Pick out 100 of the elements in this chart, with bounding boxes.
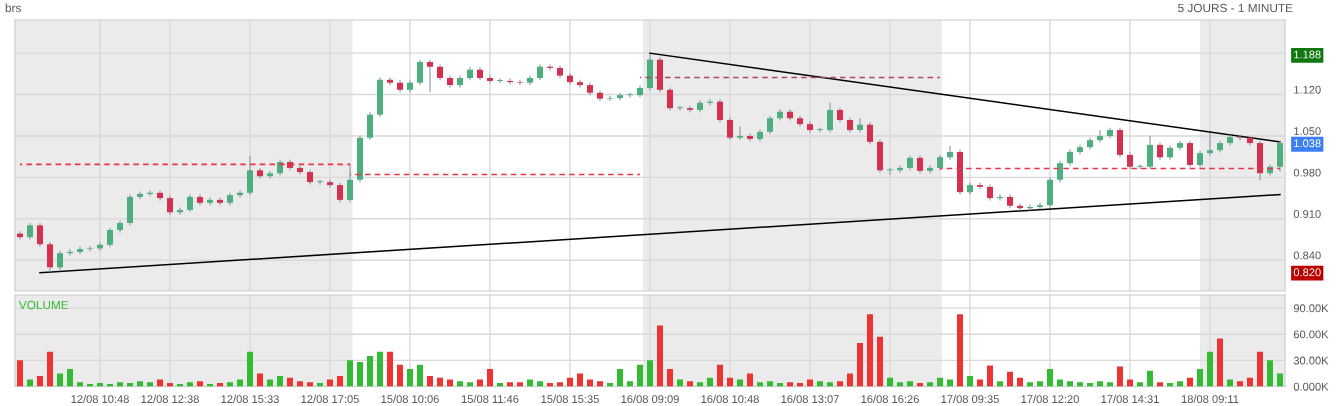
bar — [1027, 382, 1033, 387]
x-tick-label: 12/08 10:48 — [71, 394, 129, 403]
bar — [147, 382, 153, 387]
bar — [187, 382, 193, 387]
bar — [727, 377, 733, 387]
y-tick-label: 1.188 — [1294, 50, 1321, 59]
bar — [1217, 338, 1223, 387]
bar — [1097, 381, 1103, 387]
y-tick-label: 1.120 — [1294, 85, 1321, 94]
bar — [617, 369, 623, 387]
bar — [887, 377, 893, 387]
bar — [657, 325, 663, 387]
bar — [507, 382, 513, 387]
chart-title: VOLUME — [18, 300, 69, 310]
bar — [377, 351, 383, 387]
y-tick-label: 0.980 — [1293, 168, 1321, 177]
x-tick-label: 17/08 12:20 — [1021, 394, 1079, 403]
bar — [987, 365, 993, 387]
bar — [1067, 381, 1073, 387]
x-tick-label: 15/08 10:06 — [381, 394, 439, 403]
bar — [747, 373, 753, 387]
y-tick-label: 1.038 — [1294, 139, 1321, 148]
bar — [1237, 381, 1243, 387]
bar — [647, 360, 653, 387]
bar — [1047, 369, 1053, 387]
bar — [537, 381, 543, 387]
bar — [927, 382, 933, 387]
y-tick-label: 0.000K — [1293, 382, 1329, 391]
bar — [387, 351, 393, 387]
bar — [47, 351, 53, 387]
bar — [697, 382, 703, 387]
y-tick-label: 30.00K — [1293, 356, 1329, 365]
bar — [357, 362, 363, 387]
x-tick-label: 16/08 09:09 — [621, 394, 679, 403]
bar — [1147, 370, 1153, 387]
bar — [897, 382, 903, 387]
x-tick-label: 17/08 09:35 — [941, 394, 999, 403]
bar — [197, 381, 203, 387]
y-tick-label: 60.00K — [1293, 330, 1329, 339]
bar — [1187, 377, 1193, 387]
bar — [457, 381, 463, 387]
bar — [1157, 382, 1163, 387]
y-tick-label: 90.00K — [1293, 304, 1329, 313]
bar — [1207, 351, 1213, 387]
bar — [1107, 382, 1113, 387]
x-tick-label: 16/08 13:07 — [781, 394, 839, 403]
bar — [1267, 360, 1273, 387]
bar — [407, 369, 413, 387]
bar — [847, 373, 853, 387]
bar — [817, 381, 823, 387]
bar — [337, 376, 343, 387]
y-tick-label: 0.820 — [1293, 268, 1321, 277]
bar — [1257, 351, 1263, 387]
bar — [937, 377, 943, 387]
bar — [627, 381, 633, 387]
bar — [1077, 382, 1083, 387]
x-tick-label: 12/08 17:05 — [301, 394, 359, 403]
bar — [67, 369, 73, 387]
bar — [567, 377, 573, 387]
bar — [1137, 382, 1143, 387]
bar — [1177, 381, 1183, 387]
bar — [667, 369, 673, 387]
bar — [427, 376, 433, 387]
x-tick-label: 15/08 15:35 — [541, 394, 599, 403]
bar — [437, 377, 443, 387]
x-tick-label: 12/08 15:33 — [221, 394, 279, 403]
bar — [637, 364, 643, 387]
x-tick-label: 12/08 12:38 — [141, 394, 199, 403]
x-tick-label: 16/08 16:26 — [861, 394, 919, 403]
bar — [877, 336, 883, 387]
bar — [77, 382, 83, 387]
bar — [767, 381, 773, 387]
bar — [1017, 377, 1023, 387]
bar — [1247, 377, 1253, 387]
bar — [1197, 369, 1203, 387]
bar — [257, 373, 263, 387]
bar — [277, 376, 283, 387]
bar — [997, 381, 1003, 387]
y-tick-label: 1.050 — [1294, 127, 1321, 136]
bar — [1277, 373, 1283, 387]
bar — [17, 360, 23, 387]
bar — [57, 373, 63, 387]
bar — [517, 382, 523, 387]
x-tick-label: 17/08 14:31 — [1101, 394, 1159, 403]
bar — [1007, 371, 1013, 387]
bar — [597, 381, 603, 387]
chart-subtitle: 5 JOURS - 1 MINUTE — [1178, 3, 1293, 13]
bar — [837, 381, 843, 387]
bar — [397, 364, 403, 387]
x-tick-label: 15/08 11:46 — [461, 394, 519, 403]
bar — [1037, 381, 1043, 387]
bar — [307, 382, 313, 387]
bar — [287, 377, 293, 387]
bar — [487, 369, 493, 387]
bar — [297, 381, 303, 387]
bar — [37, 376, 43, 387]
bar — [687, 381, 693, 387]
bar — [347, 360, 353, 387]
bar — [957, 314, 963, 387]
bar — [137, 381, 143, 387]
